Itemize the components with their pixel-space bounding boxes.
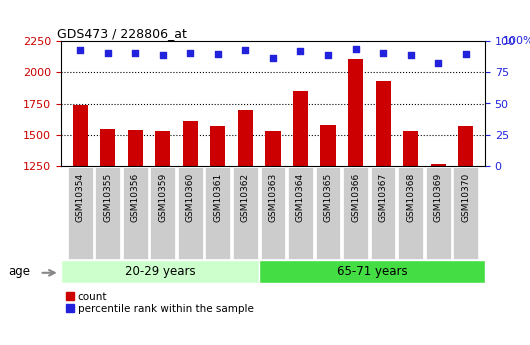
Point [158,52,167,58]
Bar [238,110,253,166]
Point [76,47,84,53]
FancyBboxPatch shape [151,168,175,259]
Bar [210,126,225,166]
Text: 20-29 years: 20-29 years [125,265,195,278]
FancyBboxPatch shape [206,168,230,259]
Text: 65-71 years: 65-71 years [337,265,407,278]
Point [131,50,139,55]
Point [351,46,360,52]
Point [379,50,387,55]
Point [434,60,443,65]
Legend: count, percentile rank within the sample: count, percentile rank within the sample [66,292,253,314]
Text: GSM10363: GSM10363 [269,173,277,223]
Text: GSM10354: GSM10354 [76,173,85,222]
Bar [155,131,170,166]
Text: age: age [8,265,31,278]
Point [462,51,470,57]
Point [186,50,195,55]
Y-axis label: 100%: 100% [503,37,530,47]
Text: GSM10369: GSM10369 [434,173,443,223]
FancyBboxPatch shape [370,168,395,259]
Text: GSM10365: GSM10365 [323,173,332,223]
FancyBboxPatch shape [426,168,450,259]
FancyBboxPatch shape [316,168,340,259]
Bar [321,125,335,166]
Text: GSM10370: GSM10370 [461,173,470,223]
Bar [348,59,363,166]
Point [324,52,332,58]
Bar [100,129,116,166]
Bar [376,81,391,166]
Point [103,50,112,55]
Bar [128,130,143,166]
Bar [293,91,308,166]
FancyBboxPatch shape [288,168,313,259]
FancyBboxPatch shape [61,260,259,283]
Point [214,51,222,57]
Bar [183,121,198,166]
Text: GSM10359: GSM10359 [158,173,167,223]
Bar [458,127,473,166]
FancyBboxPatch shape [95,168,120,259]
FancyBboxPatch shape [398,168,423,259]
Point [296,49,305,54]
Bar [266,131,280,166]
FancyBboxPatch shape [123,168,148,259]
Point [269,55,277,60]
FancyBboxPatch shape [233,168,258,259]
Text: GSM10364: GSM10364 [296,173,305,222]
FancyBboxPatch shape [343,168,368,259]
Bar [403,131,418,166]
Text: GSM10361: GSM10361 [214,173,223,223]
FancyBboxPatch shape [68,168,93,259]
FancyBboxPatch shape [178,168,203,259]
Text: GDS473 / 228806_at: GDS473 / 228806_at [57,27,187,40]
Text: GSM10355: GSM10355 [103,173,112,223]
Text: GSM10356: GSM10356 [131,173,140,223]
Bar [73,105,88,166]
Bar [430,164,446,166]
Point [407,52,415,58]
FancyBboxPatch shape [261,168,285,259]
FancyBboxPatch shape [453,168,478,259]
Text: GSM10360: GSM10360 [186,173,195,223]
FancyBboxPatch shape [259,260,485,283]
Point [241,47,250,53]
Text: GSM10368: GSM10368 [406,173,415,223]
Text: GSM10367: GSM10367 [378,173,387,223]
Text: GSM10366: GSM10366 [351,173,360,223]
Text: GSM10362: GSM10362 [241,173,250,222]
